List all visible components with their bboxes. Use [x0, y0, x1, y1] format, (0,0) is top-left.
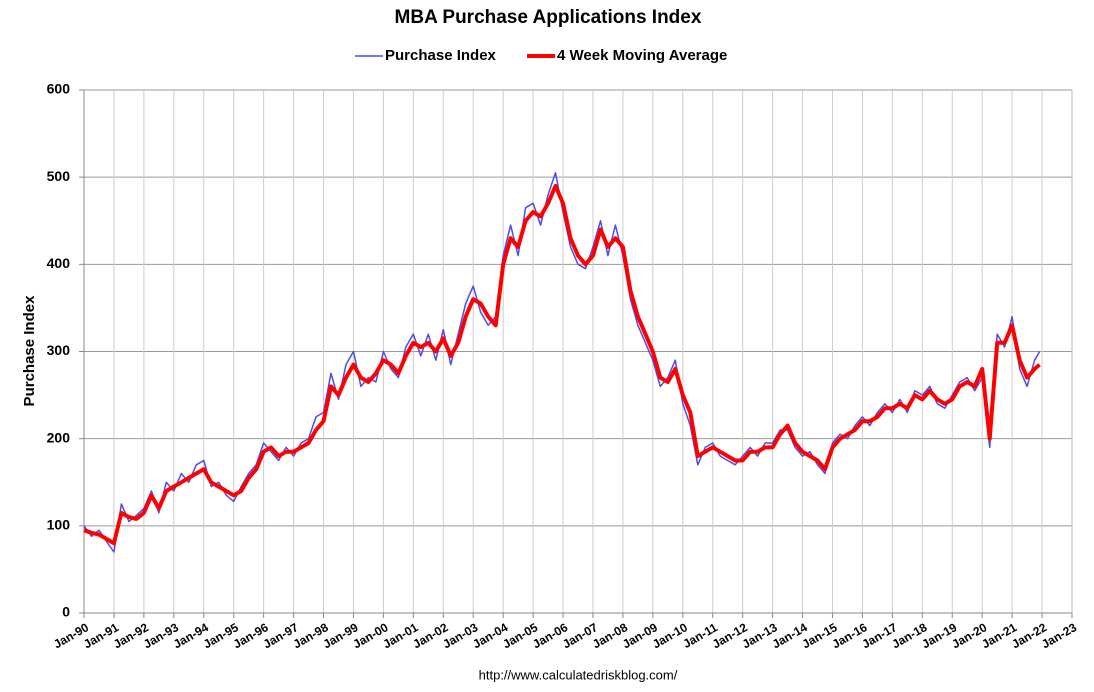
y-tick-label: 100: [47, 517, 71, 533]
y-tick-label: 200: [47, 429, 71, 445]
series-line: [83, 183, 1041, 546]
x-tick-label: Jan-23: [1039, 620, 1079, 651]
y-tick-label: 500: [47, 168, 71, 184]
source: http://www.calculatedriskblog.com/: [479, 667, 678, 682]
y-tick-label: 300: [47, 342, 71, 358]
y-tick-label: 400: [47, 255, 71, 271]
y-axis-label: Purchase Index: [21, 295, 38, 407]
legend-label: Purchase Index: [385, 47, 497, 64]
legend-label: 4 Week Moving Average: [557, 47, 727, 64]
series-line: [83, 172, 1041, 553]
y-tick-label: 0: [62, 604, 70, 620]
y-tick-label: 600: [47, 81, 71, 97]
chart-title: MBA Purchase Applications Index: [395, 7, 702, 28]
